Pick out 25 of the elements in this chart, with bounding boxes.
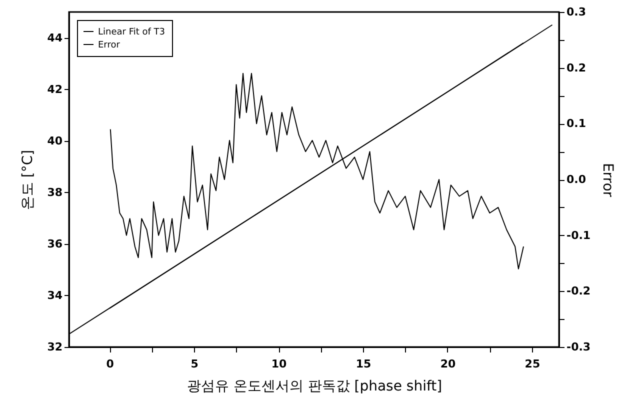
y-tick-label: 42: [47, 82, 62, 96]
y2-axis-title: Error: [600, 162, 616, 198]
y-tick-label: 36: [47, 237, 63, 250]
x-tick-label: 15: [356, 358, 372, 370]
x-tick-label: 5: [190, 358, 198, 370]
x-axis-title: 광섬유 온도센서의 판독값 [phase shift]: [186, 378, 442, 394]
x-tick-label: 10: [271, 358, 288, 370]
legend-label: Error: [98, 40, 120, 50]
y2-tick-label: 0.3: [566, 6, 586, 18]
legend-label: Linear Fit of T3: [98, 28, 166, 38]
x-tick-label: 25: [524, 358, 540, 370]
y-tick-label: 32: [47, 340, 62, 354]
y2-tick-label: -0.2: [566, 284, 591, 298]
y2-tick-label: 0.0: [566, 173, 586, 186]
y2-tick-label: -0.3: [566, 340, 591, 354]
y2-tick-label: 0.2: [566, 61, 586, 74]
y-tick-label: 38: [47, 186, 62, 199]
y-tick-label: 44: [47, 31, 63, 44]
y2-tick-label: -0.1: [566, 228, 591, 242]
y-axis-title: 온도 [°C]: [20, 150, 36, 210]
y-tick-label: 40: [47, 134, 63, 148]
x-tick-label: 0: [106, 358, 114, 370]
y2-tick-label: 0.1: [566, 117, 586, 130]
y-tick-label: 34: [47, 288, 63, 302]
x-tick-label: 20: [440, 358, 456, 370]
